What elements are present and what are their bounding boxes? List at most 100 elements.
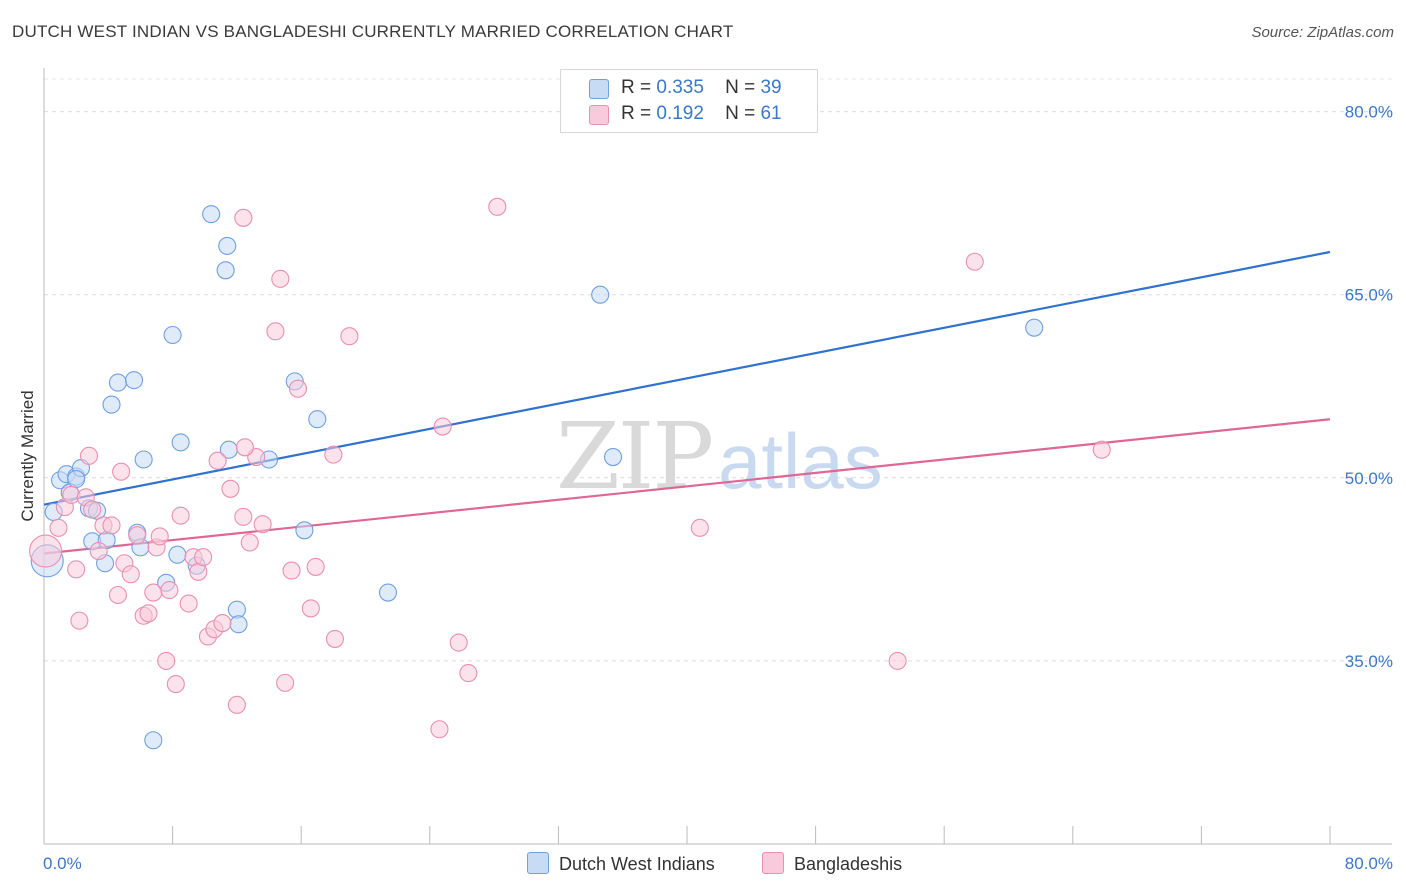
point-bangladeshis — [433, 417, 452, 436]
source-label: Source: ZipAtlas.com — [1251, 24, 1394, 41]
point-dutch-west-indians — [591, 285, 610, 304]
correlation-legend: R = 0.335 N = 39 R = 0.192 N = 61 — [560, 69, 818, 133]
x-tick-label: 80.0% — [1345, 854, 1393, 873]
point-bangladeshis — [301, 599, 320, 618]
point-bangladeshis — [70, 611, 89, 630]
legend-swatch-pink — [589, 105, 609, 125]
point-bangladeshis — [128, 526, 147, 545]
point-dutch-west-indians — [124, 371, 144, 390]
point-bangladeshis — [253, 515, 272, 534]
point-dutch-west-indians — [1025, 318, 1044, 337]
point-bangladeshis — [888, 651, 907, 670]
point-bangladeshis — [29, 534, 63, 568]
legend-n-value: 61 — [760, 103, 782, 124]
point-dutch-west-indians — [134, 450, 153, 469]
point-bangladeshis — [166, 675, 185, 694]
legend-r-label: R = — [621, 103, 652, 124]
legend-n-value: 39 — [760, 77, 782, 98]
point-bangladeshis — [79, 446, 99, 465]
point-bangladeshis — [430, 720, 449, 739]
series-legend-dutch-west-indians: Dutch West Indians — [527, 852, 715, 875]
y-tick-label: 80.0% — [1345, 103, 1393, 122]
series-name: Dutch West Indians — [559, 854, 715, 874]
point-dutch-west-indians — [168, 545, 187, 564]
point-bangladeshis — [1092, 440, 1111, 459]
point-bangladeshis — [194, 548, 213, 567]
point-bangladeshis — [288, 379, 308, 398]
point-dutch-west-indians — [308, 410, 327, 429]
axes — [43, 68, 1392, 845]
point-bangladeshis — [213, 614, 232, 633]
point-bangladeshis — [89, 541, 108, 561]
point-dutch-west-indians — [604, 448, 623, 467]
point-bangladeshis — [266, 322, 285, 341]
point-dutch-west-indians — [295, 521, 314, 540]
series-swatch-pink — [762, 852, 784, 874]
point-bangladeshis — [139, 604, 158, 623]
watermark-zip: ZIP — [556, 403, 712, 510]
point-bangladeshis — [306, 557, 325, 576]
point-bangladeshis — [208, 451, 227, 470]
point-bangladeshis — [240, 533, 259, 552]
point-bangladeshis — [171, 506, 190, 525]
point-bangladeshis — [271, 269, 290, 288]
y-tick-label: 65.0% — [1345, 286, 1393, 305]
watermark-atlas: atlas — [718, 417, 883, 505]
x-tick-label: 0.0% — [43, 854, 82, 873]
legend-r-value: 0.192 — [656, 103, 704, 124]
legend-n-label: N = — [725, 103, 756, 124]
point-bangladeshis — [325, 629, 345, 648]
series-swatch-blue — [527, 852, 549, 874]
tick-labels: 80.0% 65.0% 50.0% 35.0% 0.0% 80.0% — [43, 103, 1393, 873]
point-bangladeshis — [160, 581, 179, 600]
point-dutch-west-indians — [218, 236, 237, 255]
point-dutch-west-indians — [108, 373, 127, 392]
point-bangladeshis — [108, 585, 127, 605]
point-dutch-west-indians — [202, 205, 221, 224]
point-bangladeshis — [144, 583, 163, 602]
point-bangladeshis — [102, 516, 121, 535]
series-name: Bangladeshis — [794, 854, 903, 874]
point-bangladeshis — [179, 594, 198, 613]
point-dutch-west-indians — [102, 395, 121, 414]
legend-swatch-blue — [589, 79, 609, 99]
point-bangladeshis — [235, 438, 254, 457]
series-legend-bangladeshis: Bangladeshis — [762, 852, 902, 875]
grid-lines — [44, 78, 1392, 662]
point-bangladeshis — [121, 565, 140, 584]
point-bangladeshis — [221, 479, 240, 498]
point-bangladeshis — [157, 651, 176, 670]
point-bangladeshis — [340, 327, 359, 346]
point-bangladeshis — [324, 445, 343, 464]
point-bangladeshis — [488, 197, 507, 216]
point-dutch-west-indians — [216, 261, 235, 280]
point-bangladeshis — [234, 208, 253, 227]
point-bangladeshis — [234, 507, 253, 526]
point-dutch-west-indians — [171, 433, 190, 452]
legend-n-label: N = — [725, 77, 756, 98]
point-dutch-west-indians — [163, 325, 182, 345]
point-dutch-west-indians — [378, 583, 398, 602]
point-bangladeshis — [227, 695, 246, 714]
point-bangladeshis — [112, 462, 131, 481]
data-points — [29, 197, 1111, 750]
point-dutch-west-indians — [229, 615, 248, 634]
legend-r-label: R = — [621, 77, 652, 98]
point-bangladeshis — [49, 518, 68, 537]
point-bangladeshis — [459, 664, 478, 683]
legend-r-value: 0.335 — [656, 77, 704, 98]
point-bangladeshis — [67, 560, 86, 579]
point-bangladeshis — [965, 252, 984, 271]
point-bangladeshis — [150, 527, 169, 546]
point-dutch-west-indians — [67, 469, 86, 489]
point-bangladeshis — [449, 633, 468, 652]
y-tick-label: 50.0% — [1345, 469, 1393, 488]
point-bangladeshis — [276, 673, 295, 692]
chart-title: DUTCH WEST INDIAN VS BANGLADESHI CURRENT… — [12, 22, 734, 41]
point-dutch-west-indians — [144, 731, 163, 750]
y-tick-label: 35.0% — [1345, 652, 1393, 671]
point-bangladeshis — [282, 561, 301, 580]
point-bangladeshis — [690, 518, 709, 537]
point-bangladeshis — [83, 500, 102, 519]
